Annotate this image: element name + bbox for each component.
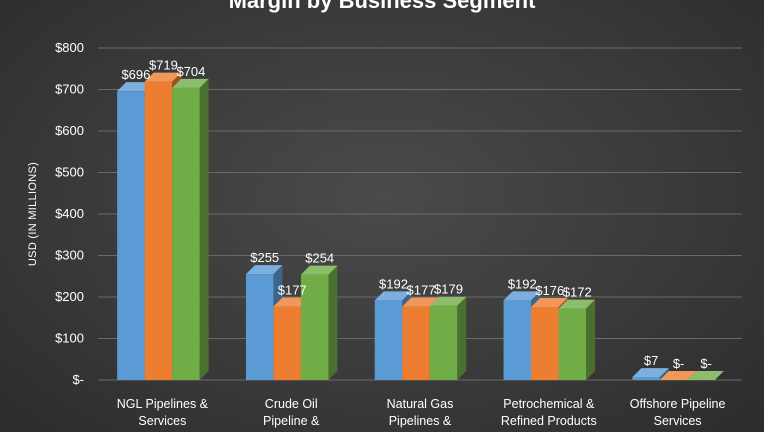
bar-top	[632, 368, 669, 378]
data-label: $179	[434, 282, 463, 297]
y-tick-label: $100	[55, 331, 84, 346]
x-category-label: Offshore Pipeline Services	[630, 397, 726, 428]
chart-title: Margin by Business Segment	[229, 0, 537, 13]
bar	[273, 306, 301, 380]
x-category-line: Offshore Pipeline	[630, 397, 726, 411]
data-label: $-	[700, 356, 712, 371]
bar-top	[402, 297, 439, 307]
y-tick-label: $700	[55, 82, 84, 97]
bar-top	[245, 265, 283, 275]
y-tick-label: $800	[55, 40, 84, 55]
bar	[402, 306, 430, 380]
data-label: $177	[278, 283, 307, 298]
bar-top	[144, 72, 182, 82]
x-category-line: Natural Gas	[387, 397, 454, 411]
bar-top	[374, 291, 412, 301]
data-label: $177	[407, 283, 436, 298]
data-label: $172	[563, 285, 592, 300]
bar-top	[659, 371, 697, 380]
bar-side	[586, 299, 596, 380]
bar-top	[558, 299, 596, 309]
data-label: $192	[379, 276, 408, 291]
data-label: $254	[305, 251, 334, 266]
y-tick-label: $600	[55, 123, 84, 138]
data-label: $704	[176, 64, 205, 79]
x-axis-categories: NGL Pipelines & Services Crude Oil Pipeline…	[117, 397, 726, 428]
bar-side	[328, 265, 338, 380]
bar-top	[273, 297, 310, 307]
x-category-line: Refined Products	[501, 414, 597, 428]
data-label: $696	[121, 67, 150, 82]
y-tick-label: $300	[55, 248, 84, 263]
data-label: $-	[673, 356, 685, 371]
y-axis-label: USD (IN MILLIONS)	[27, 162, 39, 266]
x-category-label: Crude Oil Pipeline &	[263, 397, 320, 428]
data-labels: $696$719$704$255$177$254$192$177$179 $192…	[121, 58, 711, 371]
x-category-line: Pipelines &	[389, 414, 452, 428]
y-tick-label: $400	[55, 206, 84, 221]
bar-top	[503, 291, 541, 301]
x-category-line: Services	[654, 414, 702, 428]
bar	[245, 274, 274, 380]
bar	[632, 377, 660, 380]
bar-top	[172, 78, 209, 88]
y-tick-label: $500	[55, 165, 84, 180]
x-category-line: Services	[138, 414, 186, 428]
bar-top	[300, 265, 338, 275]
bar	[531, 306, 559, 380]
bar	[374, 300, 403, 380]
data-label: $192	[508, 276, 537, 291]
bar	[117, 91, 145, 380]
data-label: $176	[535, 283, 564, 298]
x-category-label: Natural Gas Pipelines &	[387, 397, 454, 428]
bar	[172, 87, 200, 380]
bar-top	[531, 297, 568, 307]
bar-side	[659, 368, 669, 380]
data-label: $255	[250, 250, 279, 265]
bar-top	[117, 82, 154, 92]
bar	[300, 274, 329, 380]
bars	[117, 72, 724, 381]
bar	[144, 81, 173, 381]
bar-top	[429, 296, 467, 306]
data-label: $7	[644, 353, 658, 368]
x-category-line: Pipeline &	[263, 414, 320, 428]
data-label: $719	[149, 58, 178, 73]
bar-top	[687, 371, 724, 380]
x-category-line: Crude Oil	[265, 397, 318, 411]
bar	[429, 305, 458, 380]
bar-side	[199, 78, 209, 380]
x-category-line: NGL Pipelines &	[117, 397, 209, 411]
y-tick-label: $-	[72, 372, 84, 387]
bar	[503, 300, 532, 380]
bar-side	[457, 296, 467, 380]
y-axis-ticks: $- $100 $200 $300 $400 $500 $600 $700 $800	[55, 40, 84, 387]
y-tick-label: $200	[55, 289, 84, 304]
x-category-label: Petrochemical & Refined Products	[501, 397, 597, 428]
bar	[558, 308, 587, 380]
x-category-line: Petrochemical &	[503, 397, 595, 411]
x-category-label: NGL Pipelines & Services	[117, 397, 209, 428]
